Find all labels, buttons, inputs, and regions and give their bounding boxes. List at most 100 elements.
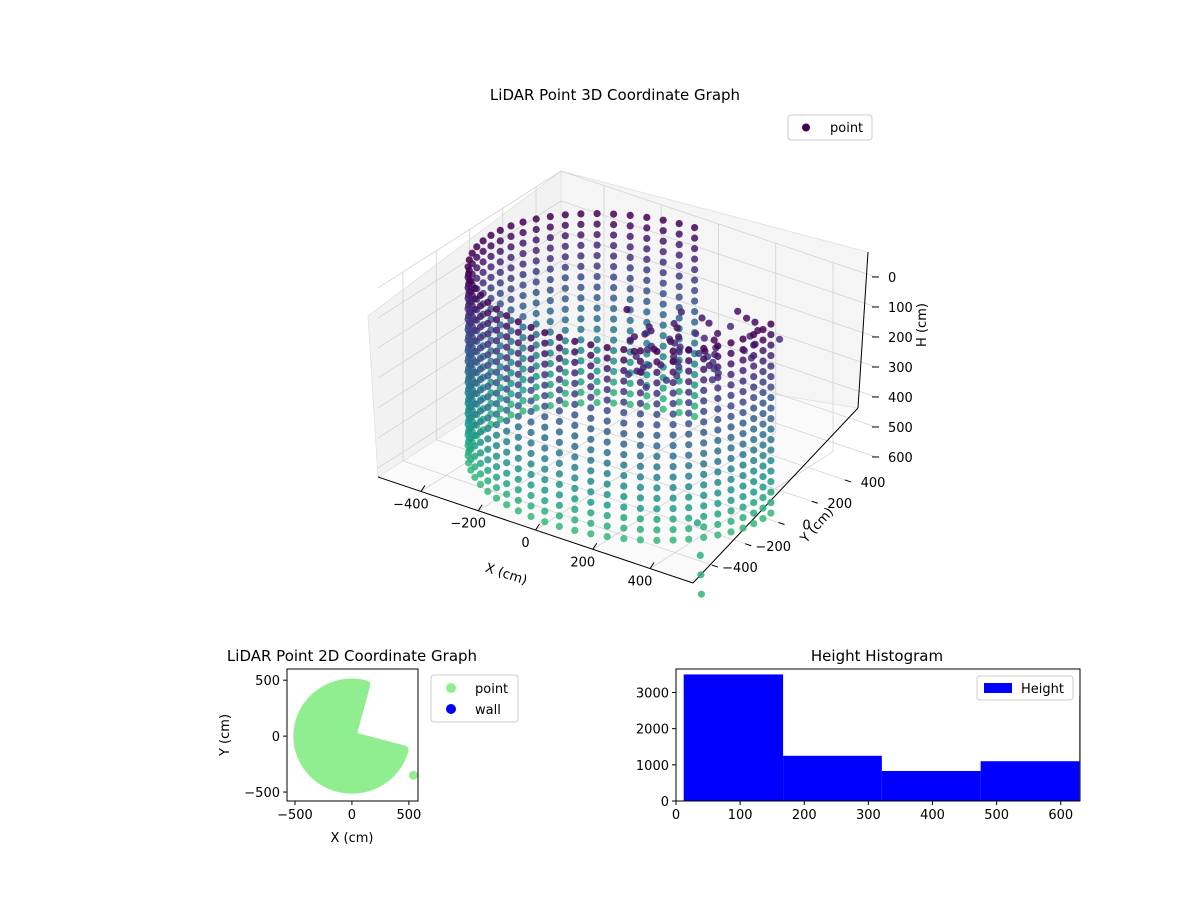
point-3d xyxy=(507,411,515,419)
point-3d xyxy=(541,360,549,368)
point-3d xyxy=(626,379,634,387)
point-3d xyxy=(675,363,683,371)
point-3d xyxy=(767,436,775,444)
point-3d xyxy=(527,428,535,437)
point-3d xyxy=(503,448,511,456)
point-3d xyxy=(471,473,479,481)
point-3d xyxy=(767,499,775,507)
y-axis-line xyxy=(692,407,859,584)
point-3d xyxy=(642,383,650,391)
point-3d xyxy=(496,310,504,318)
point-3d xyxy=(471,284,479,292)
point-3d xyxy=(603,491,611,499)
point-3d xyxy=(561,295,569,303)
point-3d xyxy=(700,481,708,489)
point-3d xyxy=(503,459,511,467)
point-3d xyxy=(555,522,564,531)
point-3d xyxy=(636,368,645,376)
z-tick-label-3d: 0 xyxy=(888,271,896,286)
point-3d xyxy=(476,480,485,488)
point-3d xyxy=(610,294,618,302)
point-3d xyxy=(675,398,683,406)
point-3d xyxy=(653,347,661,355)
point-3d xyxy=(708,376,717,384)
point-3d xyxy=(527,439,535,447)
point-3d xyxy=(546,265,554,273)
point-3d xyxy=(503,427,511,435)
point-3d xyxy=(653,431,661,439)
point-3d xyxy=(507,369,515,377)
point-3d xyxy=(739,440,747,448)
point-3d xyxy=(519,271,527,279)
point-3d xyxy=(519,250,527,258)
point-3d xyxy=(541,392,549,400)
point-3d xyxy=(697,571,705,579)
point-3d xyxy=(620,461,628,469)
point-3d xyxy=(653,452,661,460)
x-tick-label-hist: 300 xyxy=(856,808,881,823)
point-3d xyxy=(693,519,702,527)
point-3d xyxy=(603,522,611,530)
point-3d xyxy=(593,241,601,249)
legend-histogram: Height xyxy=(976,675,1074,701)
point-3d xyxy=(476,323,485,331)
x-tick-3d xyxy=(420,485,426,492)
point-3d xyxy=(759,473,767,481)
point-3d xyxy=(532,372,540,381)
point-3d xyxy=(527,334,535,342)
x-tick-label-hist: 500 xyxy=(984,808,1009,823)
point-3d xyxy=(561,379,569,387)
point-3d xyxy=(695,349,703,358)
point-3d xyxy=(714,405,722,413)
point-3d xyxy=(555,365,564,373)
point-3d xyxy=(620,346,628,354)
point-3d xyxy=(546,360,554,368)
point-3d xyxy=(669,526,677,534)
x-tick-3d xyxy=(477,504,483,512)
point-3d xyxy=(626,264,634,272)
point-3d xyxy=(610,389,618,397)
x-tick-3d xyxy=(649,562,655,569)
point-3d xyxy=(546,276,554,284)
point-3d xyxy=(492,473,501,481)
point-3d xyxy=(577,262,585,270)
point-3d xyxy=(714,447,722,455)
point-3d xyxy=(496,237,504,245)
point-3d xyxy=(571,337,579,345)
point-3d xyxy=(476,344,485,352)
point-3d xyxy=(750,520,758,528)
point-3d xyxy=(700,386,708,394)
point-3d xyxy=(514,349,522,357)
point-3d xyxy=(636,462,645,470)
point-3d xyxy=(750,341,758,349)
point-3d xyxy=(532,404,540,412)
point-3d xyxy=(532,215,540,223)
point-3d xyxy=(593,231,601,239)
point-3d xyxy=(571,453,579,461)
y-tick-label-3d: −200 xyxy=(755,540,791,555)
point-3d xyxy=(487,273,495,281)
point-3d xyxy=(685,388,693,396)
point-3d xyxy=(532,320,540,328)
point-3d xyxy=(620,377,628,385)
point-3d xyxy=(700,397,708,405)
point-3d xyxy=(659,342,667,350)
point-3d xyxy=(479,237,487,245)
point-3d xyxy=(759,431,767,439)
point-3d xyxy=(750,415,758,423)
point-3d xyxy=(476,396,485,404)
point-3d xyxy=(527,460,535,468)
point-3d xyxy=(743,314,751,322)
point-3d xyxy=(587,404,595,412)
point-3d xyxy=(503,480,511,488)
point-3d xyxy=(561,368,569,376)
point-3d xyxy=(519,365,527,373)
point-3d xyxy=(759,399,767,407)
y-tick-label-hist: 3000 xyxy=(636,687,669,702)
point-3d xyxy=(541,423,549,431)
point-3d xyxy=(700,491,708,499)
point-3d xyxy=(714,468,722,476)
point-3d xyxy=(603,480,611,488)
x-tick-label-hist: 600 xyxy=(1048,808,1073,823)
